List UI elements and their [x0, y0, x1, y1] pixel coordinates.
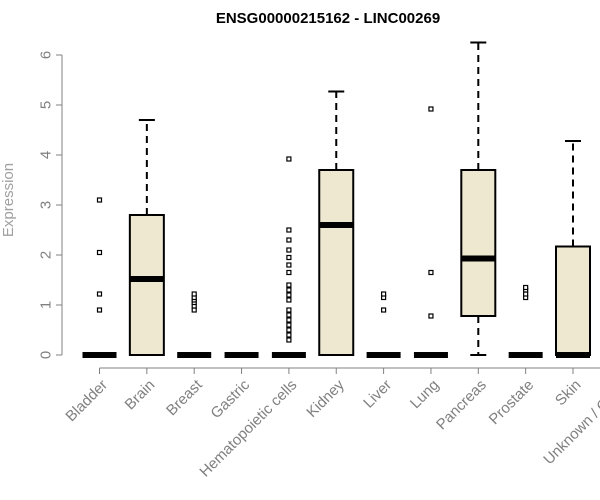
y-axis: 0 1 2 3 4 5 6 — [37, 51, 63, 359]
box-group — [82, 197, 117, 358]
outlier-point — [428, 106, 434, 112]
box-rect — [555, 245, 591, 356]
y-axis-label: Expression — [0, 163, 17, 237]
outlier-point — [286, 287, 292, 293]
outlier-point — [381, 307, 387, 313]
box-group — [177, 291, 212, 358]
outlier-point — [523, 291, 529, 297]
box-group — [128, 119, 165, 356]
outlier-point — [286, 237, 292, 243]
outlier-point — [286, 262, 292, 268]
outlier-point — [428, 269, 434, 276]
outlier-point — [523, 284, 529, 291]
box-rect — [318, 169, 355, 356]
outlier-point — [286, 317, 292, 323]
box-group — [508, 284, 543, 358]
x-tick-label: Kidney — [303, 376, 348, 421]
x-tick-label: Brain — [122, 377, 159, 414]
outlier-point — [96, 197, 103, 203]
outlier-point — [286, 327, 292, 333]
outlier-point — [96, 291, 103, 297]
x-tick-label: Pancreas — [433, 377, 490, 434]
outlier-point — [286, 156, 292, 162]
box-group — [413, 106, 448, 358]
outlier-point — [428, 313, 434, 319]
x-tick-label: Breast — [163, 376, 206, 419]
box-group — [555, 140, 591, 358]
outlier-point — [286, 312, 292, 318]
outlier-point — [286, 292, 292, 298]
x-tick-label: Skin — [552, 377, 585, 410]
box-group — [460, 41, 497, 356]
outlier-point — [191, 307, 197, 313]
outlier-point — [381, 291, 387, 297]
outlier-point — [286, 282, 292, 288]
y-tick-label: 0 — [37, 351, 54, 359]
x-tick-label: Prostate — [486, 377, 538, 429]
y-tick-label: 1 — [37, 301, 54, 309]
x-tick-label: Gastric — [207, 376, 253, 422]
outlier-point — [286, 247, 292, 253]
y-tick-label: 4 — [37, 151, 54, 159]
y-tick-label: 3 — [37, 201, 54, 209]
box-group — [271, 156, 306, 358]
y-tick-label: 5 — [37, 101, 54, 109]
outlier-point — [286, 337, 292, 343]
outlier-point — [96, 307, 103, 313]
outlier-point — [286, 269, 292, 276]
y-tick-label: 2 — [37, 251, 54, 259]
outlier-point — [286, 254, 292, 261]
outlier-point — [191, 291, 197, 297]
x-tick-label: Lung — [407, 377, 443, 413]
x-tick-label: Bladder — [62, 377, 111, 426]
outlier-point — [286, 332, 292, 338]
box-rect — [460, 169, 497, 317]
x-tick-label: Liver — [360, 377, 395, 412]
outlier-point — [286, 227, 292, 233]
box-group — [366, 291, 401, 358]
outlier-point — [96, 249, 103, 256]
box-group — [318, 90, 355, 356]
box-rect — [128, 214, 165, 356]
y-tick-label: 6 — [37, 51, 54, 59]
chart-title: ENSG00000215162 - LINC00269 — [216, 10, 440, 27]
boxes-group — [82, 41, 591, 358]
outlier-point — [286, 297, 292, 303]
outlier-point — [286, 307, 292, 313]
outlier-point — [286, 322, 292, 328]
